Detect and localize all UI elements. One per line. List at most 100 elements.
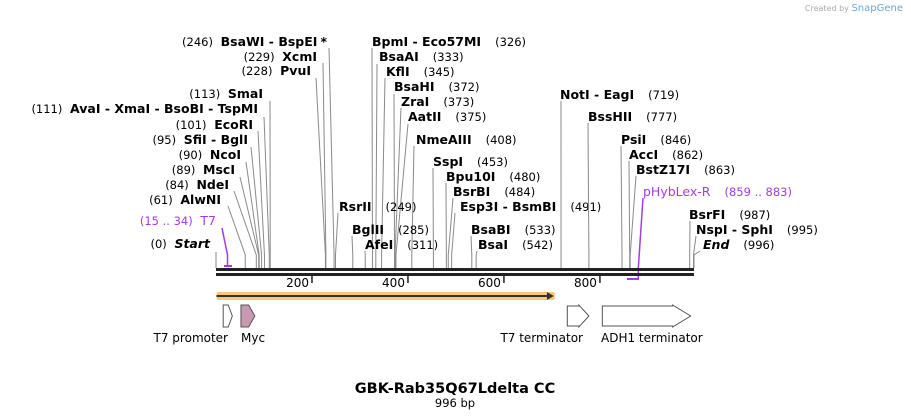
- site-label: BsrBI (484): [453, 184, 535, 199]
- site-leader-line: [221, 227, 229, 265]
- site-label: AfeI (311): [365, 237, 438, 252]
- site-position: (862): [672, 148, 703, 162]
- site-label: ZraI (373): [401, 94, 474, 109]
- site-leader-line: [620, 145, 623, 268]
- site-name: Start: [174, 236, 211, 251]
- site-position: (453): [477, 155, 508, 169]
- site-label: RsrII (249): [339, 199, 416, 214]
- site-label: (90) NcoI: [179, 147, 241, 162]
- site-leader-line: [375, 63, 378, 268]
- site-name: NcoI: [210, 147, 241, 162]
- site-leader-line: [250, 146, 263, 268]
- site-position: (996): [743, 238, 774, 252]
- site-leader-line: [239, 176, 260, 268]
- site-position: (995): [787, 223, 818, 237]
- primer-label: pHybLex-R (859 .. 883): [643, 184, 792, 199]
- site-leader-line: [335, 212, 339, 268]
- site-name: AccI: [629, 147, 658, 162]
- site-leader-line: [328, 47, 335, 268]
- site-name: AfeI: [365, 237, 393, 252]
- feature-arrow: [566, 303, 590, 329]
- site-position: (285): [398, 223, 429, 237]
- sequence-length: 996 bp: [435, 396, 475, 410]
- site-position: (113): [189, 87, 224, 101]
- site-leader-line: [693, 250, 701, 268]
- site-name: BssHII: [588, 109, 632, 124]
- site-leader-line: [395, 123, 409, 268]
- site-leader-line: [381, 77, 386, 268]
- site-label: KflI (345): [386, 64, 455, 79]
- site-position: (229): [244, 50, 279, 64]
- site-name: EcoRI: [214, 117, 253, 132]
- site-label: (61) AlwNI: [149, 192, 221, 207]
- site-label: BssHII (777): [588, 109, 677, 124]
- site-label: BstZ17I (863): [636, 162, 735, 177]
- site-name: BglII: [352, 222, 384, 237]
- site-name: MscI: [203, 162, 235, 177]
- site-leader-line: [394, 107, 402, 268]
- site-position: (719): [648, 88, 679, 102]
- site-position: (542): [522, 238, 553, 252]
- site-position: (533): [525, 223, 556, 237]
- site-leader-line: [233, 190, 257, 268]
- site-name: BsaBI: [471, 222, 511, 237]
- site-label: (0) Start: [150, 236, 211, 251]
- site-label: BpmI - Eco57MI (326): [372, 34, 526, 49]
- site-leader-line: [257, 130, 265, 268]
- site-label: BsaI (542): [478, 237, 553, 252]
- site-leader-line: [447, 197, 454, 268]
- site-name: NdeI: [196, 177, 229, 192]
- site-label: SspI (453): [433, 154, 508, 169]
- orf-arrowhead: [546, 292, 554, 300]
- site-name: BsaHI: [394, 79, 435, 94]
- site-label: (84) NdeI: [165, 177, 229, 192]
- site-label: (89) MscI: [172, 162, 235, 177]
- site-name: PvuI: [280, 63, 311, 78]
- site-name: SspI: [433, 154, 463, 169]
- site-position: (90): [179, 148, 206, 162]
- snapgene-credit: Created by SnapGene: [805, 3, 903, 14]
- site-name: BsrFI: [689, 207, 725, 222]
- site-leader-line: [637, 197, 644, 278]
- site-label: (246) BsaWI - BspEI *: [182, 34, 327, 49]
- site-leader-line: [263, 116, 270, 268]
- site-name: RsrII: [339, 199, 372, 214]
- site-name: ZraI: [401, 94, 429, 109]
- site-label: (111) AvaI - XmaI - BsoBI - TspMI: [31, 101, 258, 116]
- site-label: End (996): [703, 237, 774, 252]
- ruler-tick-label: 800: [574, 276, 597, 290]
- credit-text: Created by: [804, 4, 849, 13]
- site-name: AatII: [408, 109, 441, 124]
- site-name: PsiI: [621, 132, 646, 147]
- site-name: pHybLex-R: [643, 184, 711, 199]
- site-position: (373): [443, 95, 474, 109]
- site-position: (408): [486, 133, 517, 147]
- site-name: BsaAI: [379, 49, 419, 64]
- site-name: BsrBI: [453, 184, 490, 199]
- site-label: AccI (862): [629, 147, 703, 162]
- site-position: (480): [509, 170, 540, 184]
- feature-arrow: [240, 304, 256, 328]
- site-position: (246): [182, 35, 217, 49]
- site-leader-line: [470, 235, 473, 268]
- site-name: NmeAIII: [416, 132, 472, 147]
- site-position: (859 .. 883): [724, 185, 792, 199]
- ruler-tick-label: 400: [382, 276, 405, 290]
- site-position: (846): [660, 133, 691, 147]
- feature-arrow: [601, 304, 692, 328]
- site-label: BsaAI (333): [379, 49, 464, 64]
- site-name: AvaI - XmaI - BsoBI - TspMI: [70, 101, 258, 116]
- site-label: (101) EcoRI: [176, 117, 253, 132]
- site-position: (0): [150, 237, 170, 251]
- site-leader-line: [451, 212, 456, 268]
- site-label: AatII (375): [408, 109, 486, 124]
- site-name: SfiI - BglI: [184, 132, 248, 147]
- site-mark: *: [320, 34, 327, 49]
- site-position: (15 .. 34): [140, 214, 197, 228]
- site-label: (95) SfiI - BglI: [153, 132, 249, 147]
- site-leader-line: [351, 235, 354, 268]
- site-position: (228): [242, 64, 277, 78]
- backbone-top-strand: [216, 268, 694, 271]
